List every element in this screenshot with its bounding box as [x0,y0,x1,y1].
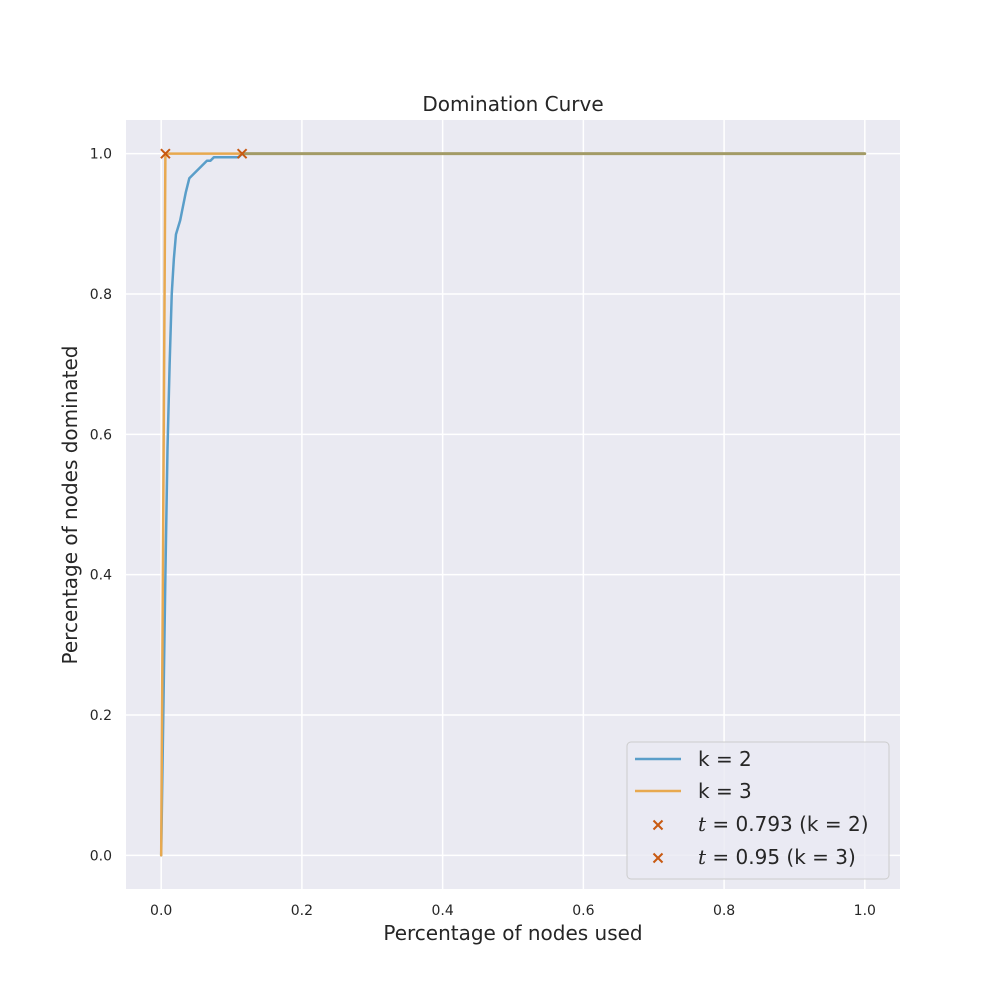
legend-label-t-k3: t = 0.95 (k = 3) [698,845,856,869]
legend-marker-glyph-0-stroke-b [652,819,664,831]
legend-label-t-k2-rest: = 0.793 (k = 2) [706,812,868,836]
x-tick-label: 1.0 [854,903,876,919]
legend-box [626,741,890,880]
y-tick-label: 0.0 [90,848,112,864]
legend-label-k3: k = 3 [698,779,752,803]
x-tick-label: 0.6 [572,903,594,919]
x-tick-label: 0.2 [291,903,313,919]
threshold-marker-1-stroke-b [160,148,171,159]
x-axis-label: Percentage of nodes used [383,921,642,945]
y-tick-label: 1.0 [90,147,112,163]
threshold-marker-0-stroke-b [236,148,248,159]
x-tick-label: 0.4 [432,903,454,919]
series-lines [159,152,867,857]
y-tick-label: 0.4 [90,568,112,584]
y-tick-labels: 0.0 0.2 0.4 0.6 0.8 1.0 [90,147,112,865]
legend-marker-t-k2 [652,819,664,831]
grid-lines [126,120,900,889]
x-tick-labels: 0.0 0.2 0.4 0.6 0.8 1.0 [150,903,876,919]
y-axis-label: Percentage of nodes dominated [58,346,82,665]
legend-label-t-k3-var: t [698,845,707,869]
legend-label-t-k2-var: t [698,812,707,836]
legend-label-k2: k = 2 [698,747,752,771]
y-tick-label: 0.2 [90,708,112,724]
threshold-marker-1 [160,148,171,159]
legend-marker-glyph-1 [652,852,664,864]
marker-points [160,148,248,159]
legend-marker-glyph-1-stroke-b [652,852,664,864]
threshold-marker-0 [236,148,248,159]
legend-marker-t-k3 [652,852,664,864]
y-tick-label: 0.6 [90,427,112,443]
legend: k = 2 k = 3 t = 0.793 (k = 2) t = 0.95 (… [626,741,890,880]
x-tick-label: 0.0 [150,903,172,919]
y-tick-label: 0.8 [90,287,112,303]
legend-label-t-k3-rest: = 0.95 (k = 3) [706,845,856,869]
chart-title: Domination Curve [422,92,603,116]
x-tick-label: 0.8 [713,903,735,919]
legend-label-t-k2: t = 0.793 (k = 2) [698,812,869,836]
legend-marker-glyph-0 [652,819,664,831]
